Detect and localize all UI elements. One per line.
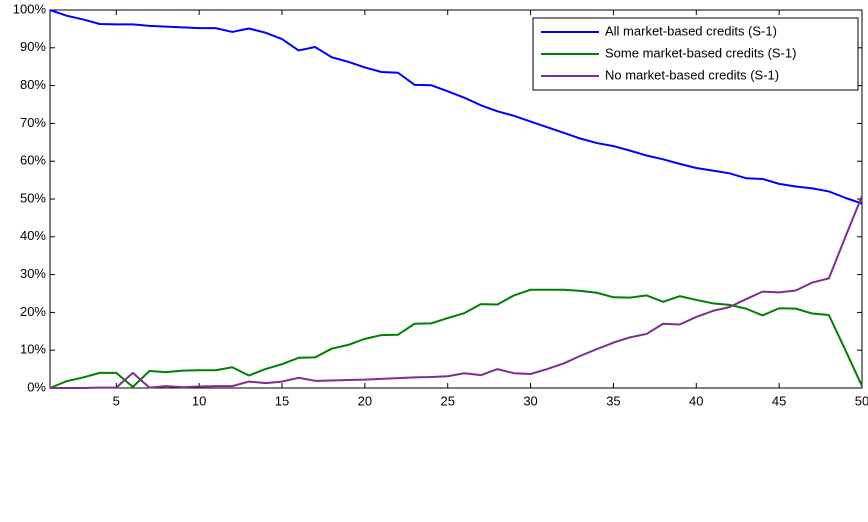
legend-label: Some market-based credits (S-1) <box>605 45 796 60</box>
y-tick-label: 100% <box>13 1 47 16</box>
x-tick-label: 25 <box>440 393 454 408</box>
legend-label: All market-based credits (S-1) <box>605 23 777 38</box>
series-line <box>49 288 863 389</box>
y-tick-label: 30% <box>20 266 46 281</box>
series-line <box>49 9 863 205</box>
y-tick-label: 80% <box>20 77 46 92</box>
x-tick-label: 5 <box>113 393 120 408</box>
y-tick-label: 20% <box>20 304 46 319</box>
y-tick-label: 40% <box>20 228 46 243</box>
x-tick-label: 35 <box>606 393 620 408</box>
y-tick-label: 90% <box>20 39 46 54</box>
x-tick-label: 45 <box>772 393 786 408</box>
x-tick-label: 30 <box>523 393 537 408</box>
x-tick-label: 40 <box>689 393 703 408</box>
legend-label: No market-based credits (S-1) <box>605 67 779 82</box>
y-tick-label: 50% <box>20 190 46 205</box>
series-line <box>50 195 863 389</box>
x-tick-label: 20 <box>358 393 372 408</box>
y-tick-label: 10% <box>20 342 46 357</box>
x-tick-label: 15 <box>275 393 289 408</box>
x-tick-label: 50 <box>855 393 868 408</box>
x-tick-label: 10 <box>192 393 206 408</box>
y-tick-label: 70% <box>20 115 46 130</box>
y-tick-label: 0% <box>27 379 46 394</box>
y-tick-label: 60% <box>20 153 46 168</box>
